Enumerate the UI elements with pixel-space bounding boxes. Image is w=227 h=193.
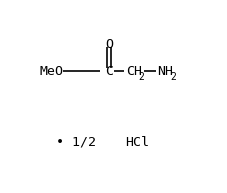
Text: CH: CH (126, 65, 142, 78)
Text: • 1/2: • 1/2 (56, 135, 96, 149)
Text: 2: 2 (170, 72, 176, 82)
Text: 2: 2 (138, 72, 144, 82)
Text: C: C (105, 65, 113, 78)
Text: O: O (105, 38, 113, 51)
Text: NH: NH (158, 65, 174, 78)
Text: HCl: HCl (126, 135, 149, 149)
Text: MeO: MeO (39, 65, 63, 78)
